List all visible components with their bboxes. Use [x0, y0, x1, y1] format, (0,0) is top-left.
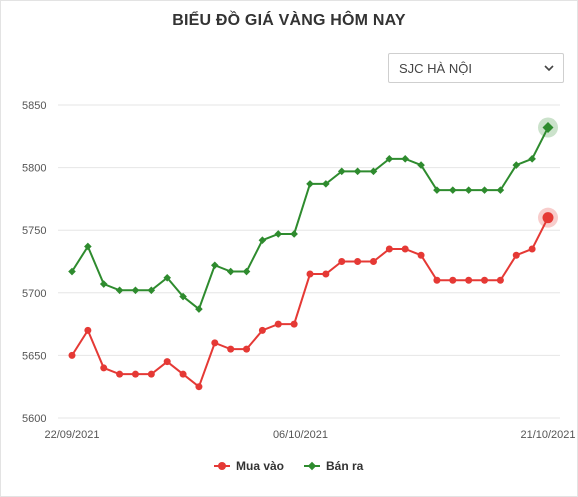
data-point[interactable] — [116, 370, 124, 378]
data-point[interactable] — [306, 270, 314, 278]
data-point[interactable] — [290, 320, 298, 328]
data-point[interactable] — [163, 358, 171, 366]
chart-title: BIỂU ĐỒ GIÁ VÀNG HÔM NAY — [172, 12, 406, 29]
data-point[interactable] — [401, 155, 409, 163]
data-point[interactable] — [258, 236, 267, 245]
series-line-sell — [71, 127, 549, 311]
data-point[interactable] — [179, 370, 187, 378]
data-point[interactable] — [496, 276, 504, 284]
data-point[interactable] — [465, 276, 473, 284]
data-point[interactable] — [481, 276, 489, 284]
data-point[interactable] — [163, 273, 171, 282]
data-point[interactable] — [337, 167, 346, 176]
chevron-down-icon — [544, 65, 554, 72]
data-point[interactable] — [179, 292, 187, 301]
legend-label: Mua vào — [236, 459, 284, 473]
data-point[interactable] — [211, 339, 219, 347]
data-point[interactable] — [195, 383, 203, 391]
data-point[interactable] — [258, 326, 266, 334]
x-tick-label: 22/09/2021 — [44, 429, 99, 441]
data-point[interactable] — [84, 242, 92, 251]
data-point[interactable] — [68, 351, 76, 359]
y-tick-label: 5600 — [22, 413, 46, 425]
data-point[interactable] — [512, 251, 520, 259]
gold-type-select-value: SJC HÀ NỘI — [399, 61, 472, 76]
data-point[interactable] — [195, 305, 203, 313]
data-point[interactable] — [385, 245, 393, 253]
data-point[interactable] — [369, 167, 378, 176]
data-point[interactable] — [528, 155, 536, 163]
x-tick-label: 06/10/2021 — [273, 429, 328, 441]
data-point[interactable] — [147, 286, 156, 295]
data-point[interactable] — [274, 320, 282, 328]
data-point[interactable] — [542, 122, 554, 134]
data-point[interactable] — [115, 286, 124, 295]
data-point[interactable] — [99, 280, 108, 288]
data-point[interactable] — [147, 370, 155, 378]
data-point[interactable] — [227, 345, 235, 353]
legend-item-sell[interactable]: Bán ra — [304, 459, 364, 473]
data-point[interactable] — [417, 251, 425, 259]
gold-type-select[interactable]: SJC HÀ NỘI — [388, 53, 564, 83]
x-tick-label: 21/10/2021 — [520, 429, 575, 441]
data-point[interactable] — [100, 364, 108, 372]
data-point[interactable] — [433, 276, 441, 284]
data-point[interactable] — [385, 155, 394, 163]
y-tick-label: 5650 — [22, 350, 46, 362]
data-point[interactable] — [464, 186, 473, 194]
data-point[interactable] — [449, 186, 457, 194]
data-point[interactable] — [512, 161, 521, 169]
data-point[interactable] — [496, 186, 505, 194]
data-point[interactable] — [433, 186, 441, 194]
y-tick-label: 5800 — [22, 163, 46, 175]
data-point[interactable] — [68, 267, 76, 276]
data-point[interactable] — [322, 180, 330, 188]
series-line-buy — [71, 217, 549, 389]
data-point[interactable] — [417, 161, 425, 169]
data-point[interactable] — [243, 345, 251, 353]
data-point[interactable] — [528, 245, 536, 253]
legend-marker — [218, 462, 226, 470]
data-point[interactable] — [211, 261, 219, 270]
data-point[interactable] — [354, 258, 362, 265]
data-point[interactable] — [306, 180, 314, 188]
data-point[interactable] — [242, 267, 251, 276]
data-point[interactable] — [338, 258, 346, 265]
y-tick-label: 5700 — [22, 288, 46, 300]
data-point[interactable] — [369, 258, 377, 265]
y-tick-label: 5850 — [22, 100, 46, 112]
data-point[interactable] — [290, 230, 298, 238]
data-point[interactable] — [84, 326, 92, 334]
data-point[interactable] — [274, 230, 283, 238]
data-point[interactable] — [131, 370, 139, 378]
data-point[interactable] — [322, 270, 330, 278]
y-tick-label: 5750 — [22, 225, 46, 237]
data-point[interactable] — [449, 276, 457, 284]
data-point[interactable] — [226, 267, 235, 276]
legend-item-buy[interactable]: Mua vào — [214, 459, 284, 473]
legend-marker — [307, 461, 317, 471]
legend-label: Bán ra — [326, 459, 364, 473]
data-point[interactable] — [542, 212, 554, 224]
data-point[interactable] — [401, 245, 409, 253]
data-point[interactable] — [353, 167, 362, 176]
data-point[interactable] — [131, 286, 140, 295]
data-point[interactable] — [480, 186, 489, 194]
